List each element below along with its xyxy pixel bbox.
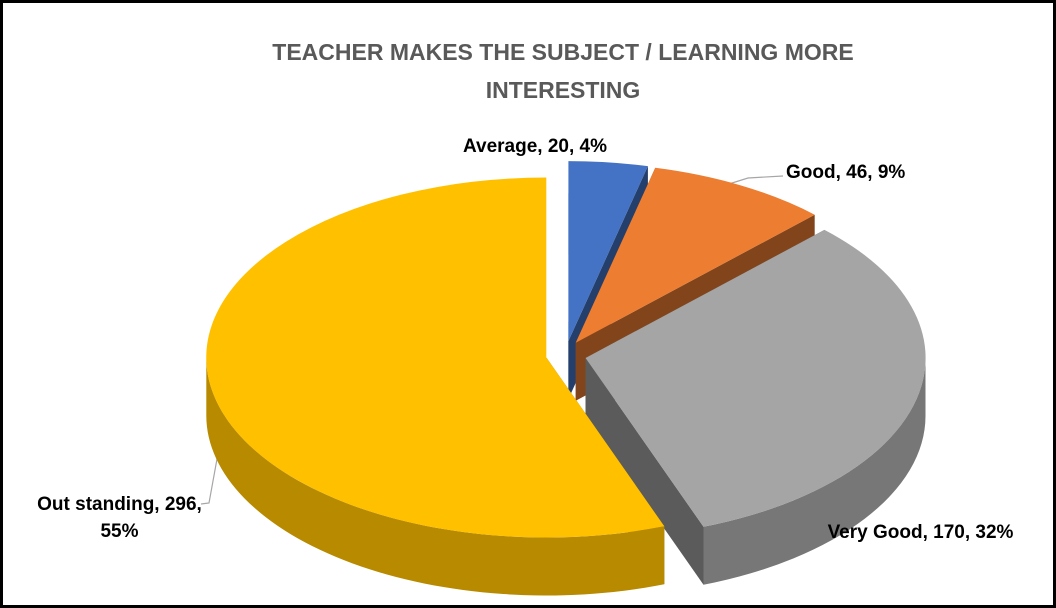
slice-side	[585, 357, 704, 585]
data-label: Average, 20, 4%	[463, 136, 607, 157]
data-label: Very Good, 170, 32%	[827, 522, 1014, 543]
plot-area	[200, 161, 926, 596]
data-label: Out standing, 296, 55%	[37, 494, 202, 542]
slice	[206, 177, 665, 538]
data-label: Good, 46, 9%	[786, 162, 906, 183]
chart-title: TEACHER MAKES THE SUBJECT / LEARNING MOR…	[272, 39, 854, 103]
slice-wall	[703, 358, 926, 585]
slice	[575, 167, 815, 343]
slice	[585, 229, 926, 527]
slice-wall	[206, 357, 665, 596]
slice	[568, 161, 648, 342]
